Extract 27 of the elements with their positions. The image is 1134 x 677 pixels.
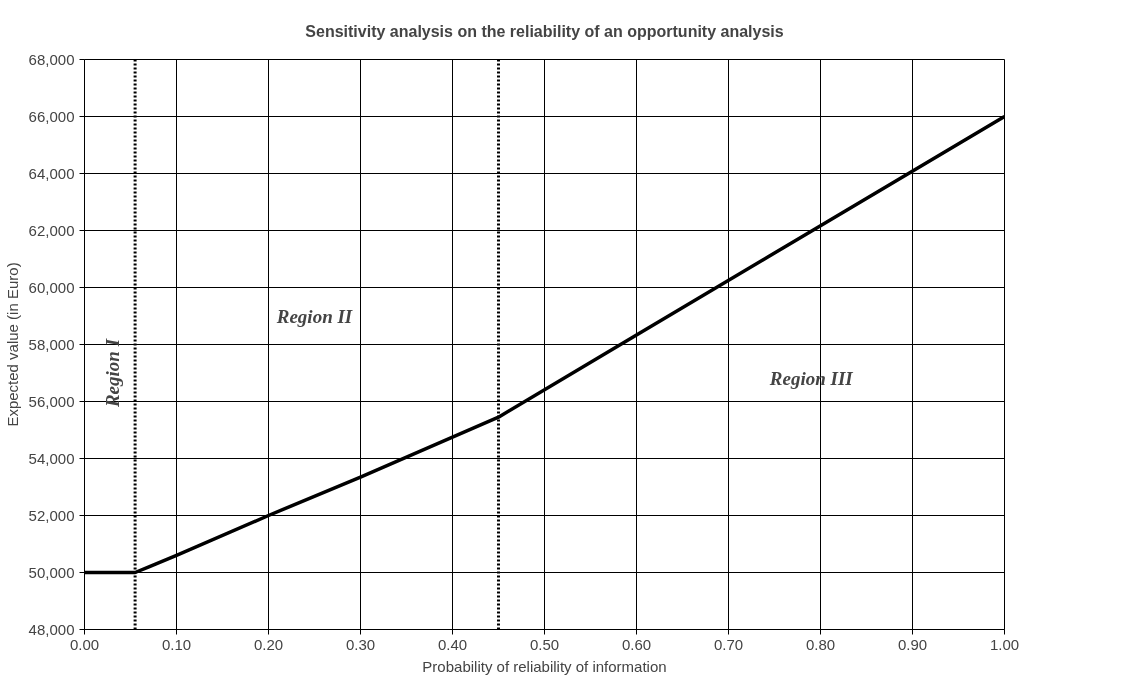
x-tick-label: 0.90 <box>897 635 928 653</box>
annotation: Region I <box>101 338 123 409</box>
y-tick-label: 62,000 <box>28 221 75 239</box>
x-tick-label: 0.20 <box>253 635 284 653</box>
x-tick-label: 0.70 <box>713 635 744 653</box>
y-tick-label: 66,000 <box>28 107 75 125</box>
x-tick-label: 0.60 <box>621 635 652 653</box>
y-tick-label: 60,000 <box>28 278 75 296</box>
chart-title: Sensitivity analysis on the reliability of an opportunity analysis <box>305 22 784 40</box>
x-tick-label: 0.00 <box>69 635 100 653</box>
y-tick-label: 54,000 <box>28 449 75 467</box>
x-axis-title: Probability of reliability of information <box>422 657 667 675</box>
y-tick-label: 50,000 <box>28 563 75 581</box>
y-tick-label: 64,000 <box>28 164 75 182</box>
x-tick-label: 1.00 <box>989 635 1020 653</box>
y-axis-title: Expected value (in Euro) <box>3 262 21 427</box>
x-tick-label: 0.10 <box>161 635 192 653</box>
y-tick-label: 56,000 <box>28 392 75 410</box>
x-tick-label: 0.30 <box>345 635 376 653</box>
y-tick-label: 52,000 <box>28 506 75 524</box>
y-tick-label: 48,000 <box>28 620 75 638</box>
y-tick-label: 68,000 <box>28 50 75 68</box>
x-tick-label: 0.80 <box>805 635 836 653</box>
y-tick-label: 58,000 <box>28 335 75 353</box>
x-tick-label: 0.40 <box>437 635 468 653</box>
annotation: Region II <box>275 305 353 327</box>
x-tick-label: 0.50 <box>529 635 560 653</box>
